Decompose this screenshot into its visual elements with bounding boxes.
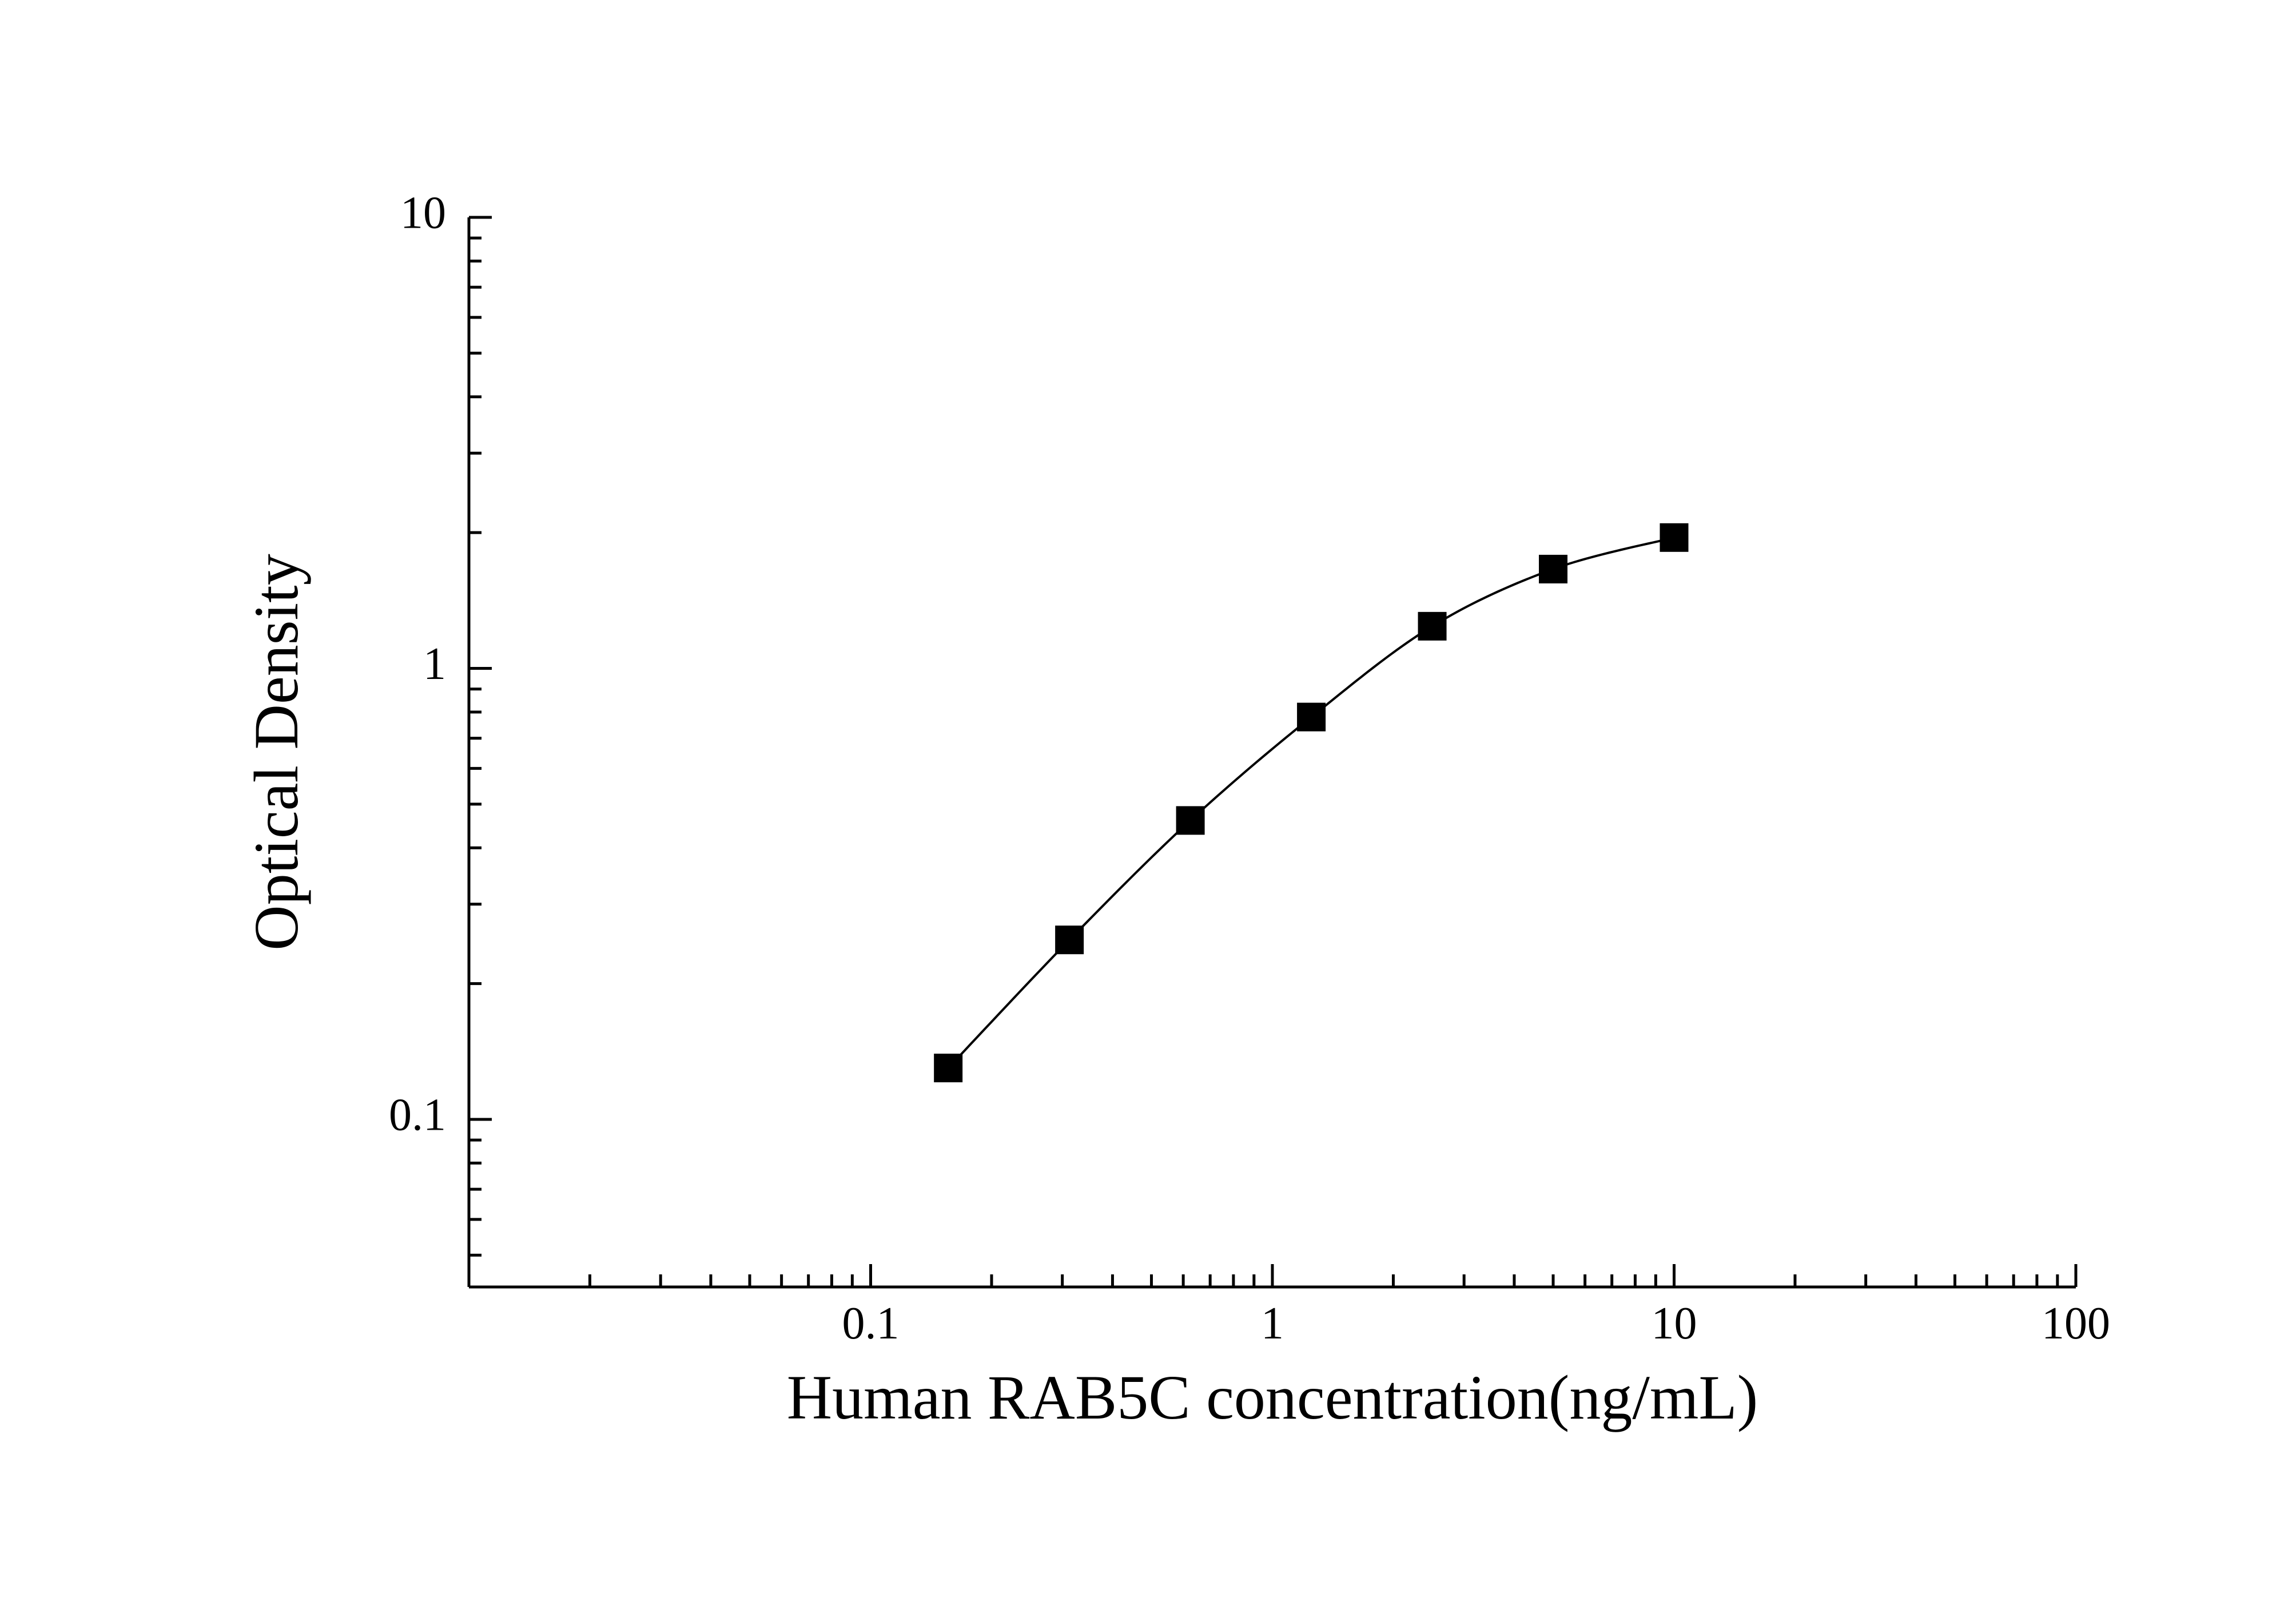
x-axis-label: Human RAB5C concentration(ng/mL) <box>787 1362 1758 1432</box>
data-marker <box>1660 523 1689 552</box>
data-marker <box>1176 806 1205 835</box>
x-tick-label: 0.1 <box>842 1298 900 1349</box>
y-tick-label: 10 <box>400 188 446 238</box>
x-tick-label: 100 <box>2042 1298 2110 1349</box>
y-tick-label: 1 <box>423 639 446 689</box>
data-marker <box>1539 555 1567 583</box>
data-marker <box>1297 703 1326 732</box>
data-marker <box>1418 612 1447 641</box>
standard-curve-chart: 0.1 1 10 100 0.1 1 10 Human RAB5C concentration… <box>0 0 2296 1605</box>
data-marker <box>1055 925 1084 954</box>
x-tick-label: 1 <box>1261 1298 1284 1349</box>
data-marker <box>934 1054 962 1082</box>
x-tick-label: 10 <box>1652 1298 1697 1349</box>
y-axis-label: Optical Density <box>241 554 311 950</box>
y-tick-label: 0.1 <box>389 1090 446 1140</box>
